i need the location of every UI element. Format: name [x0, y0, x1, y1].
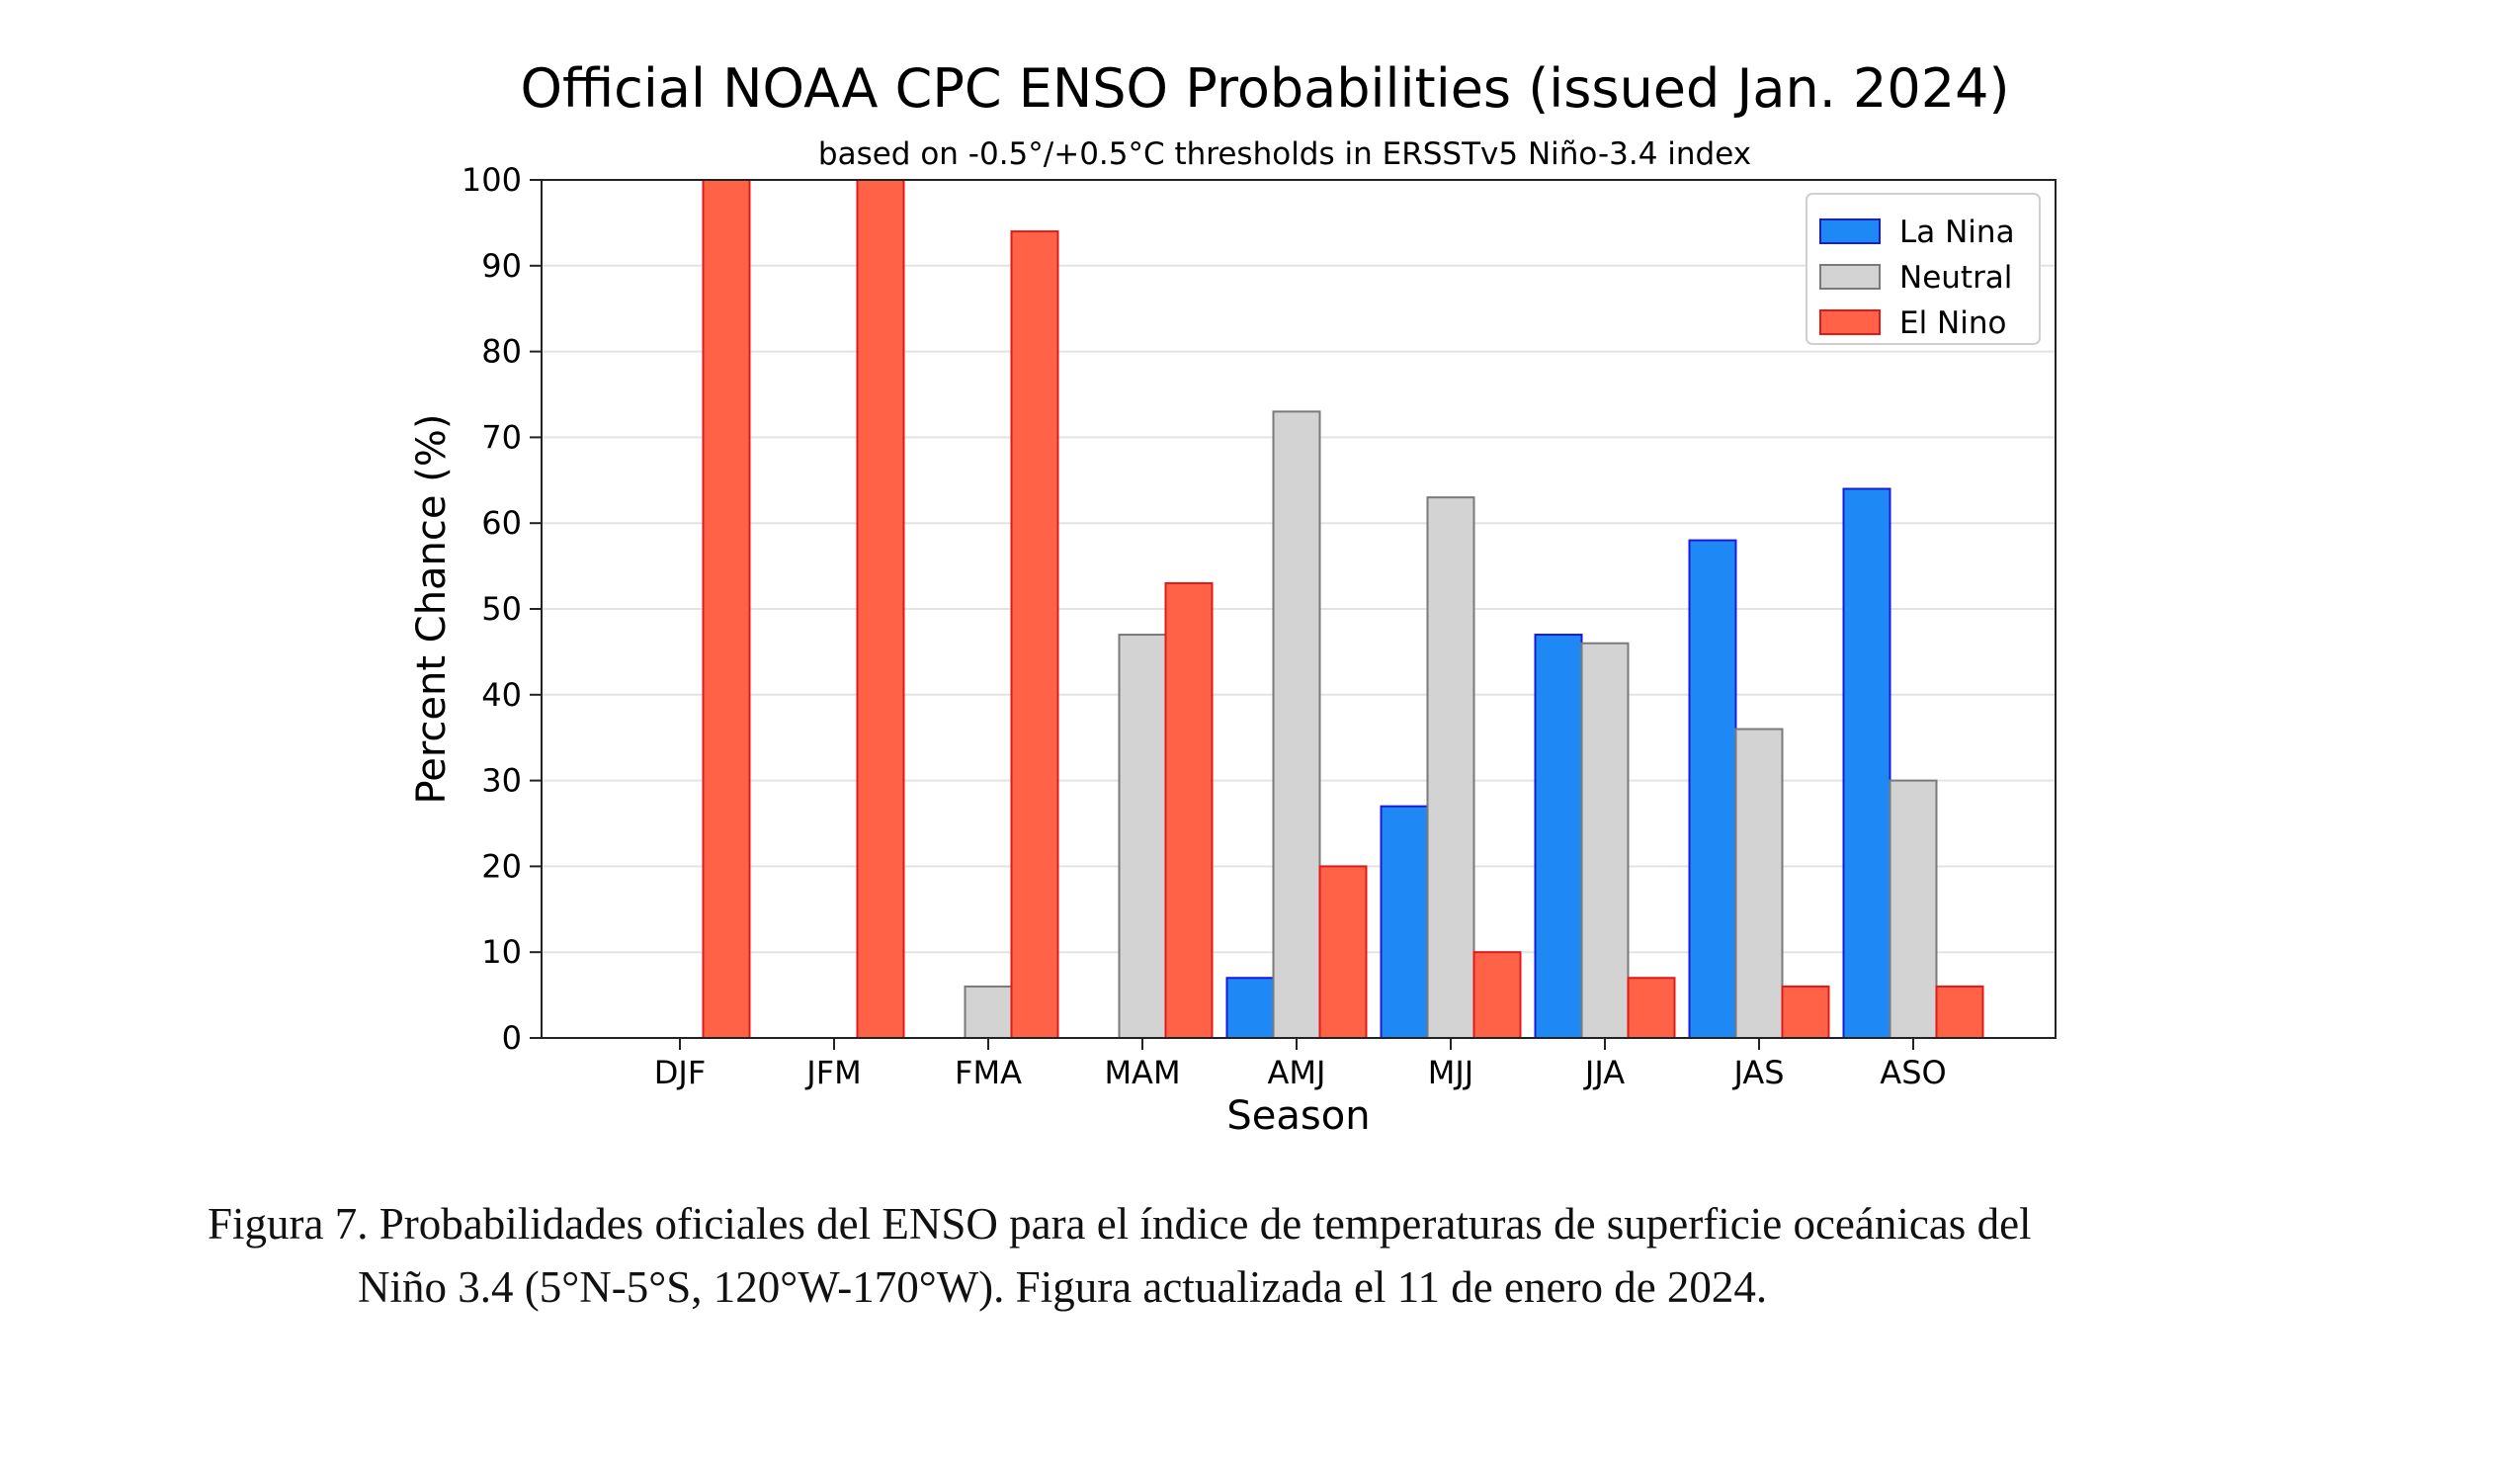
y-tick-label: 40 — [481, 676, 522, 714]
y-tick-label: 0 — [502, 1019, 522, 1057]
bar-el-nino-djf — [702, 179, 751, 1039]
bar-el-nino-fma — [1010, 230, 1059, 1039]
chart-subtitle: based on -0.5°/+0.5°C thresholds in ERSS… — [818, 136, 1751, 172]
x-tick-label: DJF — [654, 1054, 706, 1091]
x-tick-label: AMJ — [1268, 1054, 1326, 1091]
bar-neutral-aso — [1889, 779, 1938, 1039]
enso-chart: Official NOAA CPC ENSO Probabilities (is… — [409, 57, 2057, 1139]
legend-swatch-neutral — [1819, 264, 1881, 290]
y-tick-label: 50 — [481, 590, 522, 628]
bar-neutral-amj — [1272, 410, 1321, 1039]
bar-el-nino-jfm — [856, 179, 905, 1039]
bar-neutral-mjj — [1426, 496, 1475, 1040]
bar-neutral-jja — [1580, 642, 1630, 1039]
bar-el-nino-jas — [1781, 985, 1830, 1039]
bars — [702, 179, 1984, 1040]
x-tick-label: MJJ — [1428, 1054, 1473, 1091]
x-tick-label: JFM — [804, 1054, 861, 1091]
bar-la-nina-mjj — [1380, 805, 1429, 1040]
bar-el-nino-aso — [1935, 985, 1984, 1039]
bar-la-nina-jja — [1534, 634, 1583, 1039]
bar-neutral-fma — [964, 985, 1013, 1039]
bar-el-nino-amj — [1318, 865, 1368, 1040]
bar-el-nino-mjj — [1472, 951, 1522, 1040]
y-tick-label: 30 — [481, 762, 522, 800]
x-tick-label: MAM — [1104, 1054, 1180, 1091]
bar-el-nino-mam — [1164, 581, 1214, 1040]
figure-caption-line-2: Niño 3.4 (5°N-5°S, 120°W-170°W). Figura … — [358, 1262, 1768, 1312]
y-tick-label: 90 — [481, 247, 522, 285]
legend-swatch-la-nina — [1819, 218, 1881, 244]
x-axis-ticks: DJF JFM FMA MAM AMJ MJJ JJA JAS ASO — [654, 1038, 1947, 1091]
legend-label: Neutral — [1899, 260, 2012, 296]
y-axis-ticks: 0 10 20 30 40 50 60 70 80 90 100 — [462, 161, 542, 1057]
x-tick-label: ASO — [1880, 1054, 1946, 1091]
legend: La Nina Neutral El Nino — [1806, 193, 2041, 345]
legend-label: La Nina — [1899, 215, 2015, 250]
y-tick-label: 20 — [481, 847, 522, 885]
bar-neutral-jas — [1734, 728, 1784, 1040]
y-tick-label: 70 — [481, 418, 522, 456]
y-tick-label: 100 — [462, 161, 522, 199]
chart-title: Official NOAA CPC ENSO Probabilities (is… — [520, 57, 2009, 120]
bar-neutral-mam — [1118, 634, 1167, 1039]
bar-la-nina-amj — [1225, 977, 1275, 1039]
x-tick-label: FMA — [955, 1054, 1022, 1091]
x-tick-label: JJA — [1583, 1054, 1625, 1091]
y-tick-label: 10 — [481, 933, 522, 971]
y-tick-label: 80 — [481, 333, 522, 371]
x-tick-label: JAS — [1731, 1054, 1784, 1091]
legend-label: El Nino — [1899, 305, 2006, 341]
figure-caption-line-1: Figura 7. Probabilidades oficiales del E… — [208, 1199, 2032, 1249]
bar-la-nina-jas — [1688, 539, 1737, 1039]
y-tick-label: 60 — [481, 504, 522, 542]
x-axis-label: Season — [1226, 1093, 1370, 1139]
bar-el-nino-jja — [1627, 977, 1676, 1039]
legend-swatch-el-nino — [1819, 309, 1881, 335]
bar-la-nina-aso — [1842, 487, 1891, 1040]
y-axis-label: Percent Chance (%) — [409, 414, 455, 805]
